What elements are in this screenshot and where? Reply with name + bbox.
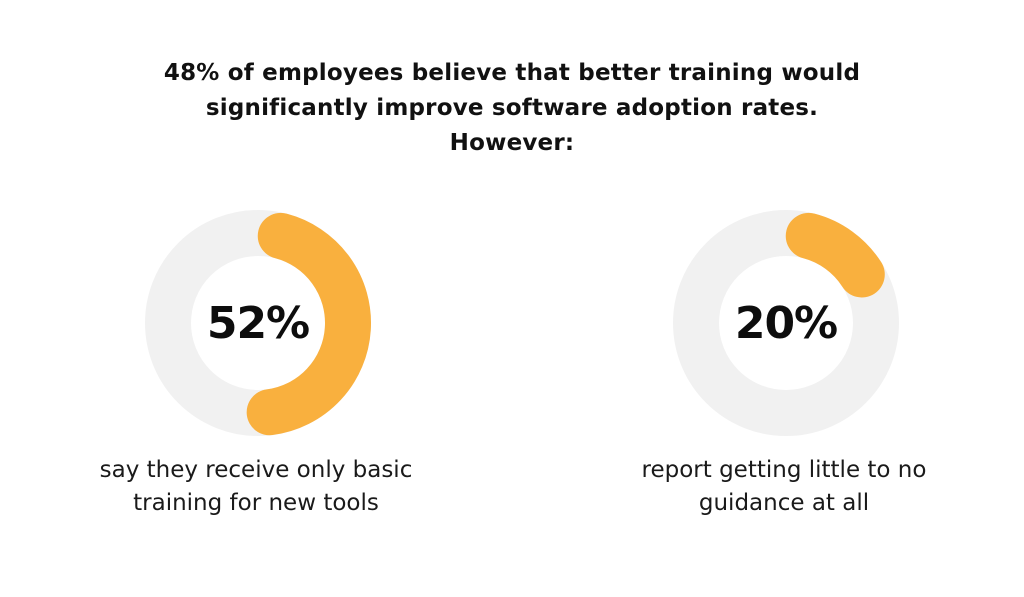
donut-2-caption: report getting little to no guidance at … <box>594 454 974 520</box>
donut-2-caption-line-1: report getting little to no <box>641 457 927 483</box>
donut-2-value-label: 20% <box>734 297 838 349</box>
donut-1-arc <box>246 212 371 436</box>
headline: 48% of employees believe that better tra… <box>0 56 1024 161</box>
donut-1-svg <box>145 210 371 436</box>
donut-1-caption: say they receive only basic training for… <box>66 454 446 520</box>
donut-2-arc <box>785 212 885 298</box>
donut-2-caption-line-2: guidance at all <box>698 490 870 516</box>
headline-line-1: 48% of employees believe that better tra… <box>163 60 861 86</box>
donut-chart-2: 20% <box>673 210 899 436</box>
donut-2-svg <box>673 210 899 436</box>
donut-chart-1: 52% <box>145 210 371 436</box>
headline-line-3: However: <box>449 130 575 156</box>
donut-1-caption-line-1: say they receive only basic <box>99 457 413 483</box>
headline-line-2: significantly improve software adoption … <box>205 95 819 121</box>
donut-1-value-label: 52% <box>206 297 310 349</box>
donut-1-caption-line-2: training for new tools <box>133 490 379 516</box>
